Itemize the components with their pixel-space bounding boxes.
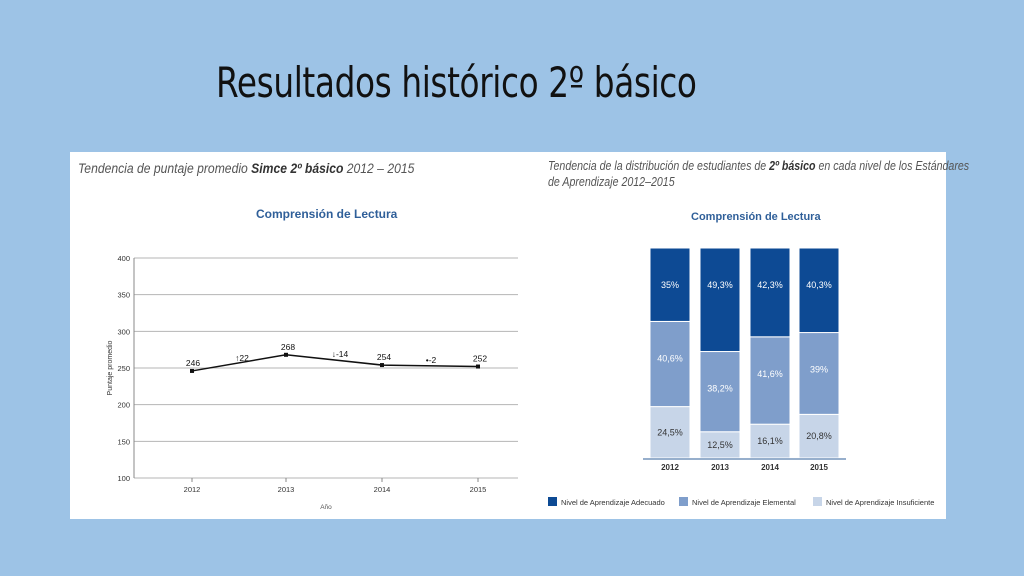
bar-segment xyxy=(649,247,691,322)
bar-segment xyxy=(699,247,741,353)
heading-part: 2012 – 2015 xyxy=(343,161,415,176)
bar-segment xyxy=(798,247,840,334)
y-tick-label: 200 xyxy=(117,401,130,410)
line-chart: 100 150 200 250 300 350 400 2012 2013 2014 2015 Año… xyxy=(107,254,518,511)
change-label: ↑22 xyxy=(235,353,249,363)
x-tick-label: 2013 xyxy=(711,463,729,472)
bar-segment xyxy=(699,351,741,433)
data-label: 268 xyxy=(281,342,295,352)
stacked-bar-chart: 24,5% 40,6% 35% 2012 12,5% 38,2% 49,3% 2013 16,1… xyxy=(548,247,934,507)
bar-value-label: 39% xyxy=(810,365,828,375)
bar-segment xyxy=(749,336,791,425)
heading-part: Tendencia de la distribución de estudian… xyxy=(548,159,770,173)
bar-value-label: 41,6% xyxy=(757,369,783,379)
bar-value-label: 16,1% xyxy=(757,436,783,446)
bar-segment xyxy=(798,413,840,459)
bar-value-label: 38,2% xyxy=(707,384,733,394)
y-tick-label: 100 xyxy=(117,474,130,483)
data-point xyxy=(284,352,288,357)
heading-part-bold: Simce 2º básico xyxy=(251,161,344,176)
data-point xyxy=(380,363,384,368)
legend-swatch xyxy=(548,497,557,506)
bar-chart-heading: Tendencia de la distribución de estudian… xyxy=(548,158,969,190)
bar-value-label: 24,5% xyxy=(657,427,683,437)
bar-value-label: 49,3% xyxy=(707,280,733,290)
bar-value-label: 20,8% xyxy=(806,431,832,441)
x-tick-label: 2013 xyxy=(278,485,295,494)
x-tick-label: 2015 xyxy=(470,485,487,494)
change-label: •-2 xyxy=(426,355,437,365)
bar-segment xyxy=(798,332,840,415)
legend-label: Nivel de Aprendizaje Insuficiente xyxy=(826,498,934,507)
data-label: 254 xyxy=(377,352,391,362)
y-axis-title: Puntaje promedio xyxy=(107,340,114,395)
bar-value-label: 35% xyxy=(661,280,679,290)
x-tick-label: 2012 xyxy=(661,463,679,472)
legend-label: Nivel de Aprendizaje Elemental xyxy=(692,498,796,507)
line-chart-subtitle: Comprensión de Lectura xyxy=(256,207,398,221)
heading-line-2: de Aprendizaje 2012–2015 xyxy=(548,175,675,189)
legend-swatch xyxy=(813,497,822,506)
bar-value-label: 40,3% xyxy=(806,280,832,290)
x-tick-label: 2012 xyxy=(184,485,201,494)
bar-value-label: 42,3% xyxy=(757,280,783,290)
y-tick-label: 300 xyxy=(117,327,130,336)
bar-value-label: 40,6% xyxy=(657,353,683,363)
bar-chart-subtitle: Comprensión de Lectura xyxy=(691,211,821,223)
y-tick-label: 150 xyxy=(117,437,130,446)
heading-part: Tendencia de puntaje promedio xyxy=(78,161,252,176)
line-series xyxy=(191,354,479,372)
line-chart-heading: Tendencia de puntaje promedio Simce 2º b… xyxy=(78,161,414,176)
y-tick-label: 250 xyxy=(117,364,130,373)
bar-segment xyxy=(749,247,791,338)
data-label: 246 xyxy=(186,358,200,368)
data-point xyxy=(476,364,480,369)
x-tick-label: 2015 xyxy=(810,463,828,472)
y-tick-label: 350 xyxy=(117,291,130,300)
bar-value-label: 12,5% xyxy=(707,440,733,450)
bar-segment xyxy=(649,320,691,408)
bar-segment xyxy=(649,406,691,459)
charts-panel: Tendencia de puntaje promedio Simce 2º b… xyxy=(70,152,969,519)
legend-swatch xyxy=(679,497,688,506)
x-tick-label: 2014 xyxy=(761,463,779,472)
data-point xyxy=(190,368,194,373)
legend-label: Nivel de Aprendizaje Adecuado xyxy=(561,498,665,507)
heading-part-bold: 2º básico xyxy=(769,159,816,173)
y-tick-label: 400 xyxy=(117,254,130,263)
change-label: ↓-14 xyxy=(332,349,349,359)
x-tick-label: 2014 xyxy=(374,485,391,494)
data-label: 252 xyxy=(473,354,487,364)
bar-segment xyxy=(699,431,741,459)
x-axis-title: Año xyxy=(320,504,332,511)
bar-segment xyxy=(749,423,791,459)
slide-title: Resultados histórico 2º básico xyxy=(216,58,697,107)
heading-part: en cada nivel de los Estándares xyxy=(815,159,970,173)
